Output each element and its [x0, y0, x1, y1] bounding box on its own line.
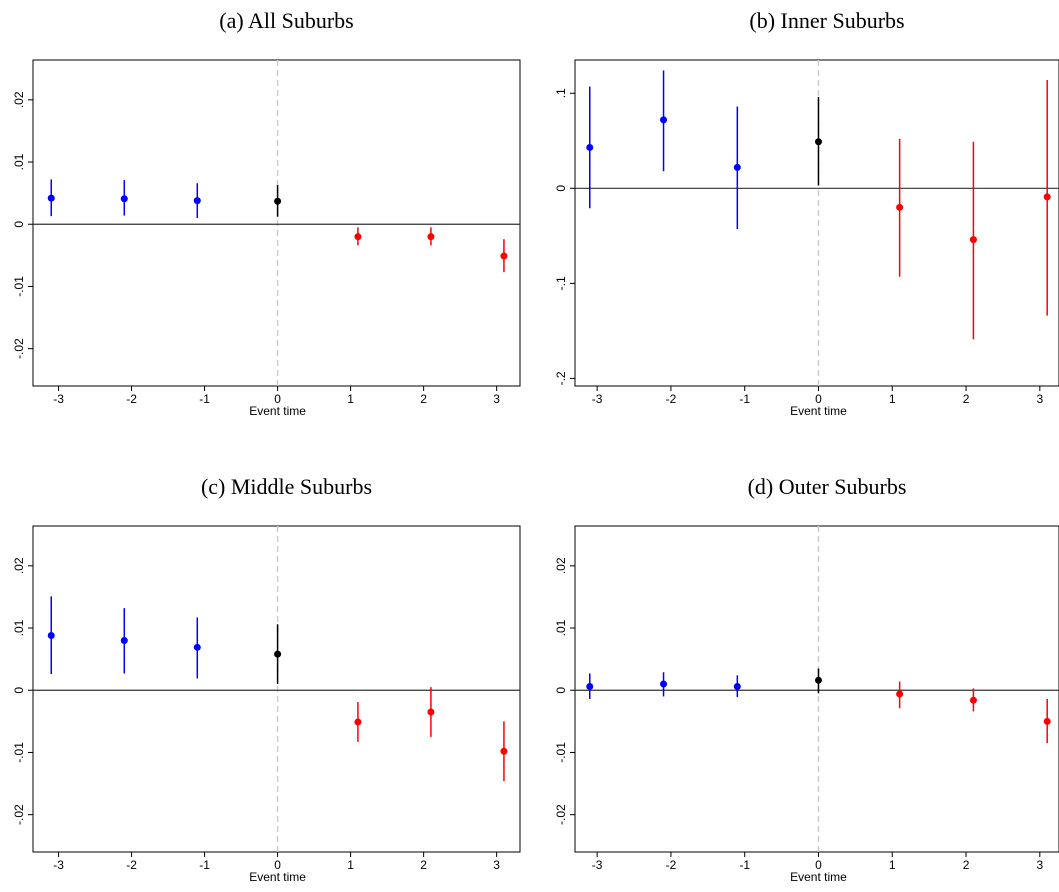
x-tick-label: -2	[126, 392, 137, 406]
plot-frame	[574, 525, 1059, 853]
point	[274, 197, 282, 205]
y-tick-label: .01	[12, 619, 26, 636]
x-tick-label: 2	[963, 858, 970, 872]
x-tick-label: 1	[347, 392, 354, 406]
point	[660, 116, 668, 124]
x-tick-label: 3	[1036, 392, 1043, 406]
plot-frame	[32, 59, 521, 387]
x-tick-label: -1	[739, 392, 750, 406]
x-tick-label: -3	[592, 392, 603, 406]
x-axis-label: Event time	[790, 404, 847, 418]
x-axis-label: Event time	[790, 870, 847, 884]
point	[500, 252, 508, 260]
point	[193, 643, 201, 651]
x-tick-label: 1	[889, 858, 896, 872]
x-tick-label: 0	[274, 858, 281, 872]
x-tick-label: -2	[666, 392, 677, 406]
x-tick-label: 3	[493, 392, 500, 406]
x-axis-label: Event time	[249, 870, 306, 884]
y-tick-label: .02	[554, 557, 568, 574]
y-tick-label: 0	[12, 687, 26, 694]
point	[969, 696, 977, 704]
point	[733, 683, 741, 691]
point	[120, 636, 128, 644]
x-tick-label: -2	[126, 858, 137, 872]
point	[354, 233, 362, 241]
y-tick-label: -.01	[554, 742, 568, 763]
point	[896, 203, 904, 211]
y-tick-label: 0	[554, 687, 568, 694]
x-tick-label: -3	[53, 392, 64, 406]
y-tick-label: -.01	[12, 276, 26, 297]
panel-title: (c) Middle Suburbs	[201, 474, 372, 499]
y-tick-label: .01	[12, 153, 26, 170]
y-tick-label: 0	[12, 221, 26, 228]
point	[733, 163, 741, 171]
panel-title: (a) All Suburbs	[219, 8, 353, 33]
y-tick-label: -.02	[12, 338, 26, 359]
x-tick-label: 1	[889, 392, 896, 406]
point	[47, 631, 55, 639]
y-tick-label: -.02	[12, 804, 26, 825]
x-tick-label: -1	[739, 858, 750, 872]
x-axis-label: Event time	[249, 404, 306, 418]
x-tick-label: 0	[815, 392, 822, 406]
x-tick-label: 1	[347, 858, 354, 872]
point	[274, 650, 282, 658]
point	[969, 236, 977, 244]
point	[1043, 717, 1051, 725]
x-tick-label: 0	[274, 392, 281, 406]
point	[586, 683, 594, 691]
x-tick-label: 2	[420, 392, 427, 406]
y-tick-label: 0	[554, 185, 568, 192]
y-tick-label: -.02	[554, 804, 568, 825]
point	[427, 708, 435, 716]
y-tick-label: .02	[12, 557, 26, 574]
y-tick-label: -.01	[12, 742, 26, 763]
point	[814, 138, 822, 146]
x-tick-label: -1	[199, 858, 210, 872]
point	[1043, 193, 1051, 201]
y-tick-label: .1	[554, 88, 568, 98]
plot-frame	[574, 59, 1059, 387]
point	[586, 143, 594, 151]
point	[500, 747, 508, 755]
point	[896, 690, 904, 698]
x-tick-label: 0	[815, 858, 822, 872]
y-tick-label: -.2	[554, 371, 568, 385]
x-tick-label: -2	[666, 858, 677, 872]
point	[47, 194, 55, 202]
point	[120, 195, 128, 203]
point	[427, 233, 435, 241]
x-tick-label: -3	[592, 858, 603, 872]
x-tick-label: 3	[493, 858, 500, 872]
panel-title: (b) Inner Suburbs	[749, 8, 904, 33]
x-tick-label: 3	[1036, 858, 1043, 872]
y-tick-label: .02	[12, 91, 26, 108]
plot-frame	[32, 525, 521, 853]
point	[354, 718, 362, 726]
point	[660, 680, 668, 688]
y-tick-label: -.1	[554, 276, 568, 290]
x-tick-label: -3	[53, 858, 64, 872]
point	[193, 197, 201, 205]
panel-title: (d) Outer Suburbs	[748, 474, 907, 499]
x-tick-label: -1	[199, 392, 210, 406]
x-tick-label: 2	[963, 392, 970, 406]
x-tick-label: 2	[420, 858, 427, 872]
point	[814, 676, 822, 684]
y-tick-label: .01	[554, 619, 568, 636]
